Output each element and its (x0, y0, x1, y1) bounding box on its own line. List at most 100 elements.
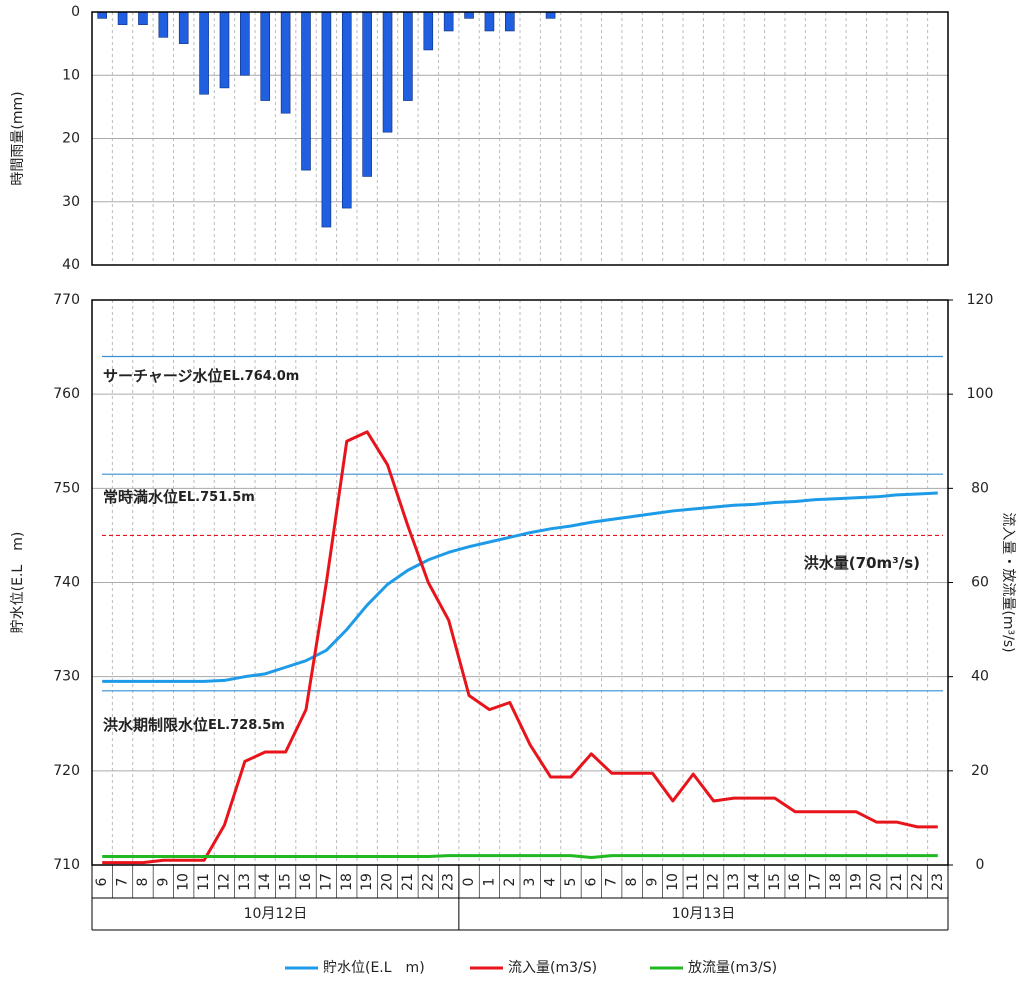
y-tick-label: 30 (62, 194, 80, 210)
x-tick-label: 22 (420, 873, 436, 891)
y2-tick-label: 100 (967, 386, 994, 402)
x-tick-label: 11 (196, 873, 212, 891)
bar (341, 11, 352, 209)
y-tick-label: 710 (53, 857, 80, 873)
x-tick-label: 12 (216, 873, 232, 891)
series-line (102, 430, 938, 865)
y-tick-label: 750 (53, 480, 80, 496)
x-tick-label: 18 (828, 873, 844, 891)
reference-label: 洪水量(70m³/s) (804, 554, 920, 572)
x-tick-label: 17 (318, 873, 334, 891)
x-tick-label: 10 (176, 873, 192, 891)
x-tick-label: 8 (624, 878, 640, 887)
x-tick-label: 10 (665, 873, 681, 891)
x-tick-label: 11 (685, 873, 701, 891)
x-tick-label: 20 (380, 873, 396, 891)
bar (260, 11, 271, 101)
x-tick-label: 15 (278, 873, 294, 891)
bar (178, 11, 189, 44)
legend-label: 流入量(m3/S) (508, 960, 597, 976)
y2-tick-label: 80 (971, 480, 989, 496)
bar (443, 11, 454, 32)
series-line (102, 491, 938, 683)
reference-name: 洪水量(70m³/s) (804, 554, 920, 572)
y-axis-title: 貯水位(E.L m) (10, 532, 26, 634)
reference-label: 常時満水位EL.751.5m (103, 488, 255, 506)
y-tick-label: 20 (62, 131, 80, 147)
reference-value-label: EL.751.5m (178, 490, 255, 505)
bar (484, 11, 495, 32)
bar (362, 11, 372, 177)
bar (464, 11, 474, 19)
y-tick-label: 770 (53, 292, 80, 308)
y2-tick-label: 60 (971, 575, 989, 591)
x-group-label: 10月12日 (244, 906, 308, 922)
x-tick-label: 4 (543, 877, 559, 886)
bar (117, 11, 128, 25)
x-tick-label: 22 (909, 873, 925, 891)
x-tick-label: 21 (889, 873, 905, 891)
y2-axis-title: 流入量・放流量(m³/s) (1000, 512, 1016, 652)
y-tick-label: 740 (53, 575, 80, 591)
x-tick-label: 19 (359, 873, 375, 891)
y-tick-label: 40 (62, 257, 80, 273)
y-tick-label: 760 (53, 386, 80, 402)
reference-name: サーチャージ水位 (103, 367, 223, 385)
x-tick-label: 0 (461, 878, 477, 887)
bar (199, 11, 209, 95)
x-tick-label: 16 (787, 873, 803, 891)
x-tick-label: 16 (298, 873, 314, 891)
reference-value-label: EL.764.0m (223, 369, 300, 384)
x-tick-label: 23 (930, 873, 946, 891)
x-tick-label: 13 (237, 873, 253, 891)
x-tick-label: 1 (481, 878, 497, 887)
y-tick-label: 10 (62, 67, 80, 83)
bar (219, 11, 230, 89)
plot-frame (91, 11, 949, 266)
y-tick-label: 0 (71, 4, 80, 20)
x-tick-label: 19 (848, 873, 864, 891)
reference-label: サーチャージ水位EL.764.0m (103, 367, 299, 385)
y2-tick-label: 40 (971, 669, 989, 685)
x-tick-label: 12 (706, 873, 722, 891)
y-axis-title: 時間雨量(mm) (10, 91, 26, 185)
x-tick-label: 13 (726, 873, 742, 891)
reference-value-label: EL.728.5m (208, 718, 285, 733)
x-tick-label: 14 (257, 873, 273, 891)
x-tick-label: 9 (155, 878, 171, 887)
x-group-label: 10月13日 (672, 906, 736, 922)
x-tick-label: 8 (135, 878, 151, 887)
x-tick-label: 2 (502, 878, 518, 887)
bar (158, 11, 169, 38)
bar (403, 11, 413, 101)
y2-tick-label: 0 (976, 857, 985, 873)
x-tick-label: 17 (808, 873, 824, 891)
x-tick-label: 14 (746, 873, 762, 891)
bar (301, 11, 311, 171)
x-tick-label: 21 (400, 873, 416, 891)
bar (138, 11, 148, 25)
legend-label: 貯水位(E.L m) (323, 960, 425, 976)
x-tick-label: 23 (441, 873, 457, 891)
bar (97, 11, 107, 19)
bar (280, 11, 291, 114)
bar (240, 11, 250, 76)
x-tick-label: 6 (94, 877, 110, 886)
x-tick-label: 6 (583, 877, 599, 886)
reference-label: 洪水期制限水位EL.728.5m (103, 716, 285, 734)
x-tick-label: 7 (115, 878, 131, 887)
x-tick-label: 9 (644, 878, 660, 887)
x-tick-label: 20 (869, 873, 885, 891)
y2-tick-label: 120 (967, 292, 994, 308)
y-tick-label: 720 (53, 763, 80, 779)
reference-name: 洪水期制限水位 (103, 716, 208, 734)
bar (423, 11, 434, 51)
x-tick-label: 18 (339, 873, 355, 891)
bar (505, 11, 515, 32)
bar (545, 11, 556, 19)
reference-name: 常時満水位 (103, 488, 178, 506)
series-line (102, 854, 938, 859)
y-tick-label: 730 (53, 669, 80, 685)
x-tick-label: 3 (522, 878, 538, 887)
